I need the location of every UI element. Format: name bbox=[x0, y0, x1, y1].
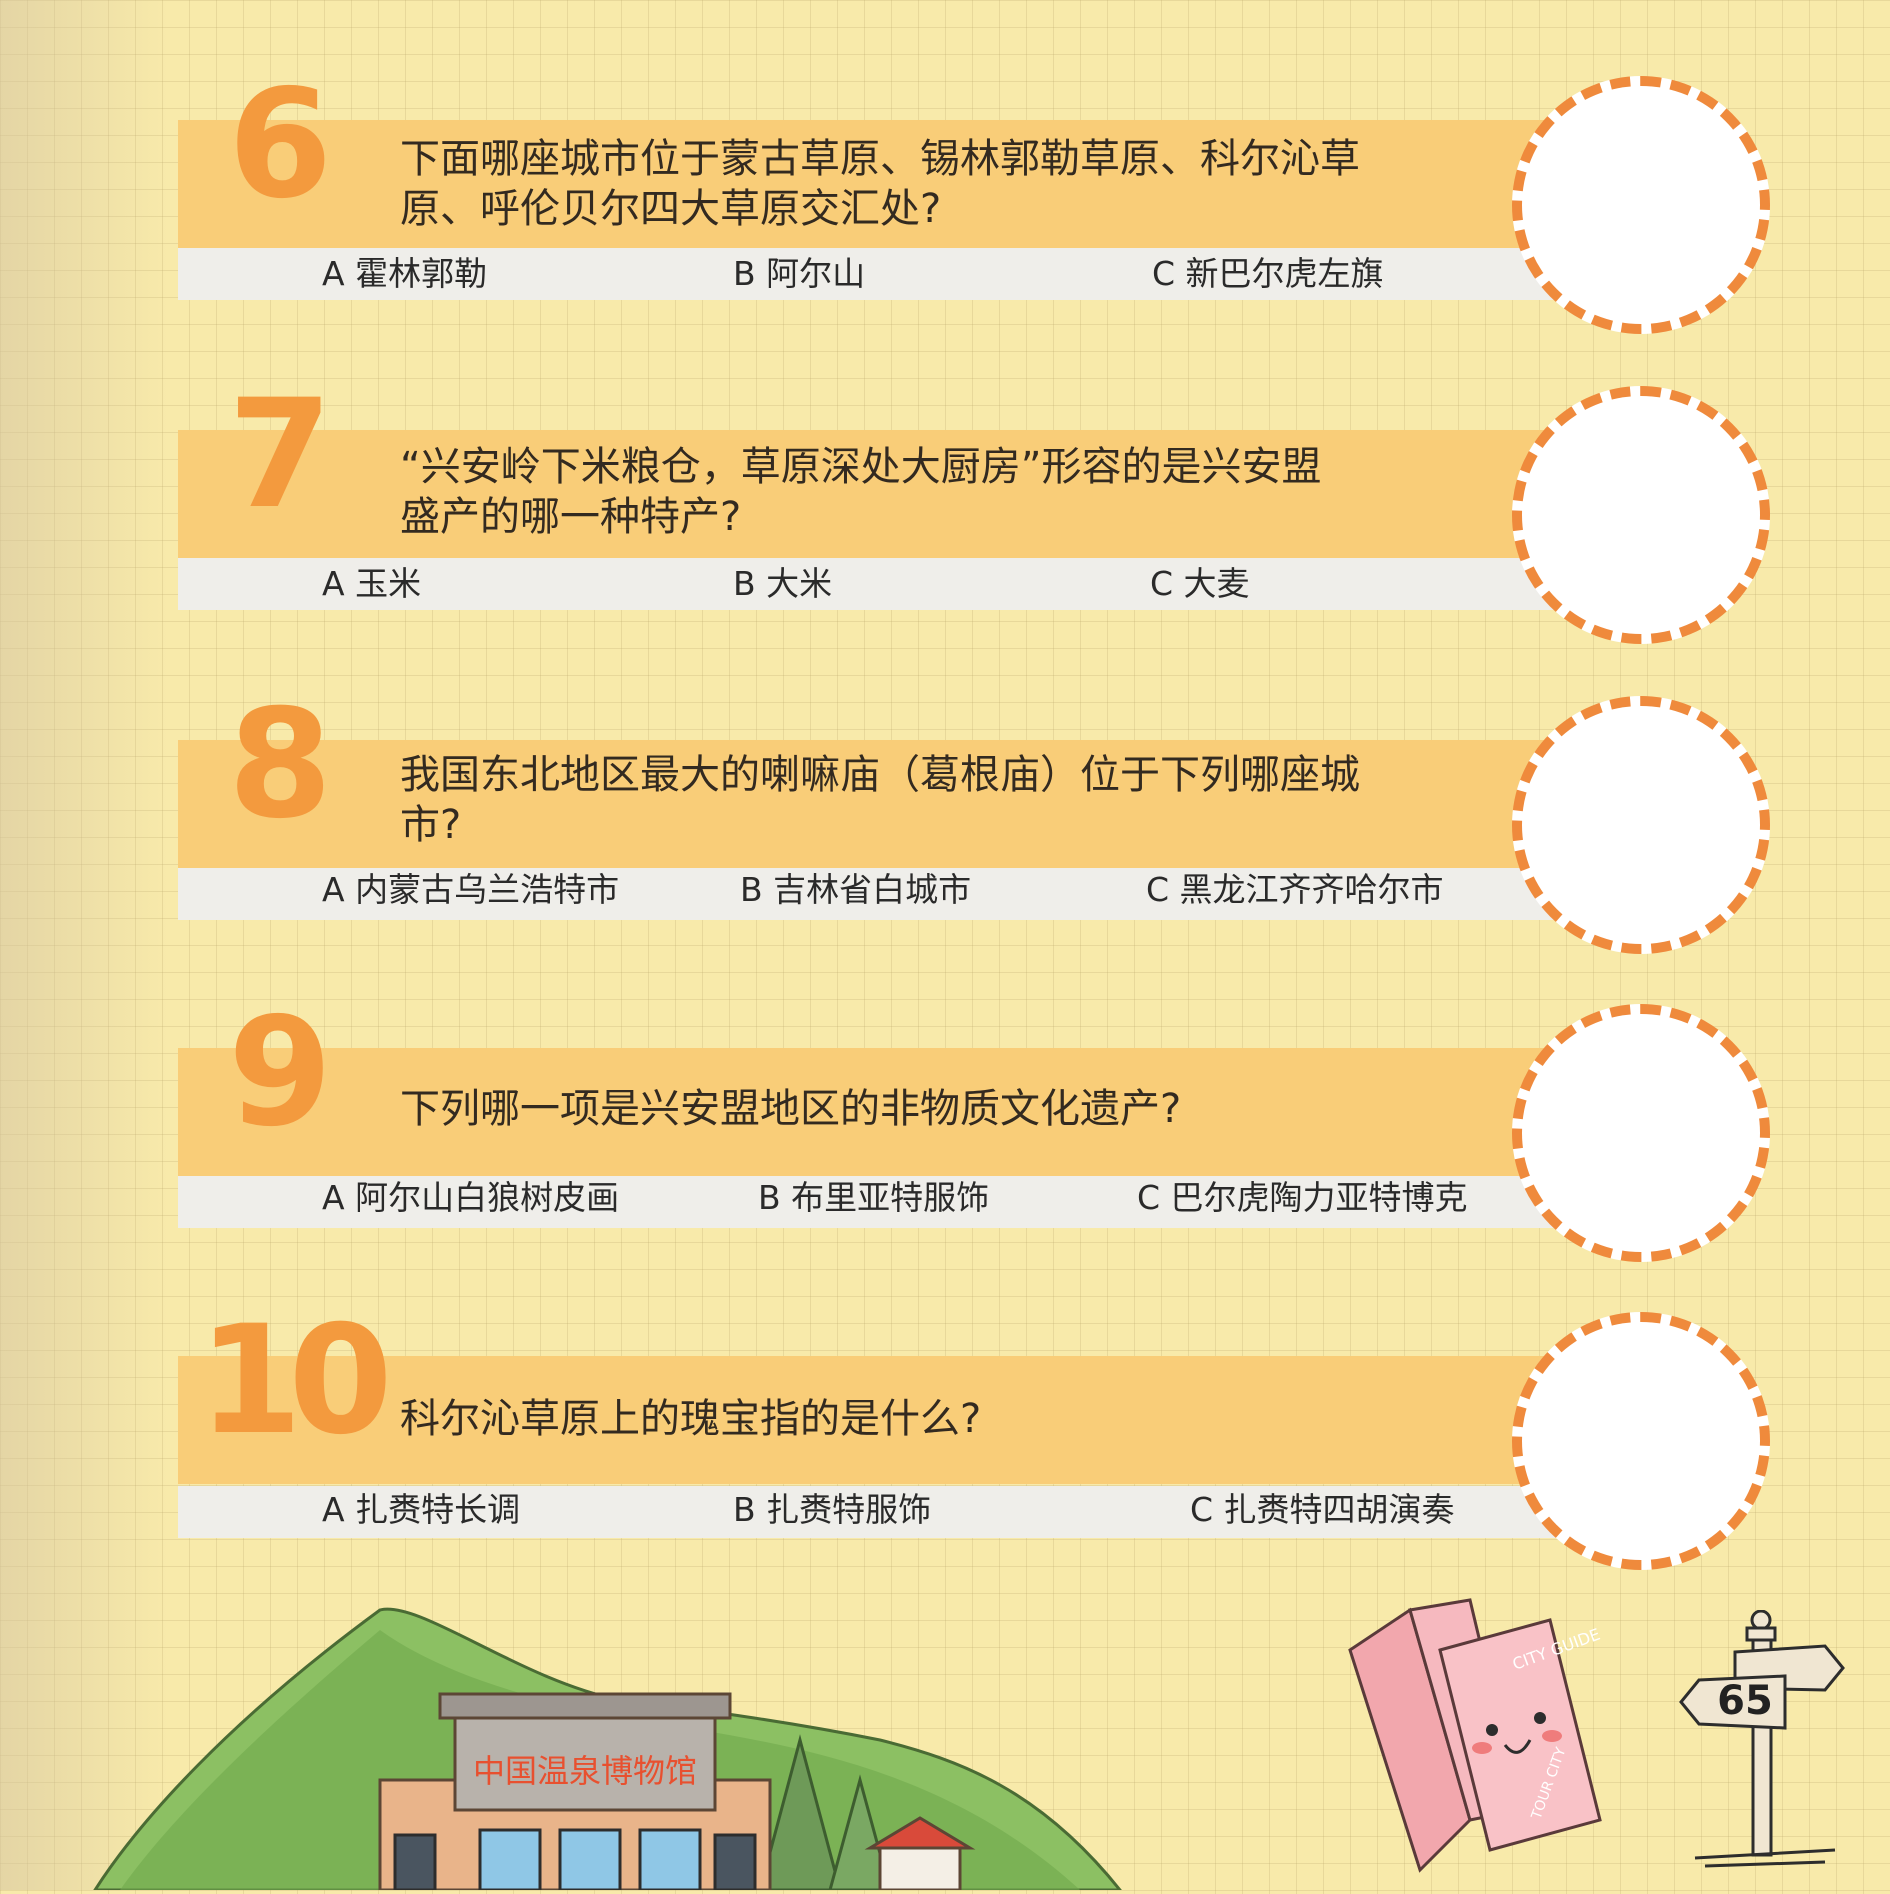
option-b[interactable]: B 扎赉特服饰 bbox=[733, 1490, 932, 1529]
question-number: 8 bbox=[228, 678, 333, 852]
question-text: 科尔沁草原上的瑰宝指的是什么? bbox=[400, 1396, 982, 1442]
option-c[interactable]: C 巴尔虎陶力亚特博克 bbox=[1137, 1178, 1468, 1217]
options-band bbox=[178, 558, 1558, 610]
landscape-illustration: 中国温泉博物馆 bbox=[92, 1607, 1124, 1892]
options-band bbox=[178, 868, 1558, 920]
option-b[interactable]: B 大米 bbox=[733, 564, 833, 603]
bottom-illustration: 中国温泉博物馆 CITY GUIDE TOUR CITY 65 bbox=[0, 1590, 1890, 1892]
question-band bbox=[178, 1048, 1558, 1176]
signpost-icon bbox=[1679, 1610, 1845, 1868]
guide-booklet-illustration: CITY GUIDE TOUR CITY bbox=[1348, 1598, 1603, 1873]
question-band bbox=[178, 120, 1558, 248]
answer-circle[interactable] bbox=[1512, 696, 1770, 954]
question-band bbox=[178, 430, 1558, 558]
question-band bbox=[178, 1356, 1558, 1484]
options-band bbox=[178, 1486, 1558, 1538]
question-number: 9 bbox=[228, 986, 333, 1160]
options-band bbox=[178, 1176, 1558, 1228]
option-a[interactable]: A 内蒙古乌兰浩特市 bbox=[322, 870, 620, 909]
page-number: 65 bbox=[1717, 1678, 1773, 1724]
question-text: “兴安岭下米粮仓，草原深处大厨房”形容的是兴安盟盛产的哪一种特产? bbox=[400, 444, 1322, 540]
option-c[interactable]: C 黑龙江齐齐哈尔市 bbox=[1146, 870, 1444, 909]
option-a[interactable]: A 阿尔山白狼树皮画 bbox=[322, 1178, 620, 1217]
option-a[interactable]: A 玉米 bbox=[322, 564, 422, 603]
question-10: 10 科尔沁草原上的瑰宝指的是什么? A 扎赉特长调 B 扎赉特服饰 C 扎赉特… bbox=[0, 1306, 1890, 1586]
option-b[interactable]: B 阿尔山 bbox=[733, 254, 866, 293]
option-b[interactable]: B 布里亚特服饰 bbox=[758, 1178, 990, 1217]
answer-circle[interactable] bbox=[1512, 1312, 1770, 1570]
option-b[interactable]: B 吉林省白城市 bbox=[740, 870, 972, 909]
question-7: 7 “兴安岭下米粮仓，草原深处大厨房”形容的是兴安盟盛产的哪一种特产? A 玉米… bbox=[0, 380, 1890, 660]
answer-circle[interactable] bbox=[1512, 386, 1770, 644]
question-text: 下列哪一项是兴安盟地区的非物质文化遗产? bbox=[400, 1086, 1182, 1132]
question-number: 10 bbox=[198, 1294, 393, 1468]
building-sign: 中国温泉博物馆 bbox=[473, 1752, 697, 1790]
options-band bbox=[178, 248, 1558, 300]
left-shade bbox=[0, 0, 170, 1890]
question-8: 8 我国东北地区最大的喇嘛庙（葛根庙）位于下列哪座城市? A 内蒙古乌兰浩特市 … bbox=[0, 690, 1890, 970]
question-text: 下面哪座城市位于蒙古草原、锡林郭勒草原、科尔沁草原、呼伦贝尔四大草原交汇处? bbox=[400, 136, 1360, 232]
option-c[interactable]: C 新巴尔虎左旗 bbox=[1152, 254, 1384, 293]
question-number: 6 bbox=[228, 58, 333, 232]
option-a[interactable]: A 霍林郭勒 bbox=[322, 254, 488, 293]
question-band bbox=[178, 740, 1558, 868]
question-number: 7 bbox=[228, 368, 333, 542]
option-c[interactable]: C 扎赉特四胡演奏 bbox=[1190, 1490, 1455, 1529]
question-6: 6 下面哪座城市位于蒙古草原、锡林郭勒草原、科尔沁草原、呼伦贝尔四大草原交汇处?… bbox=[0, 70, 1890, 350]
page-signpost: 65 bbox=[1675, 1610, 1845, 1880]
question-9: 9 下列哪一项是兴安盟地区的非物质文化遗产? A 阿尔山白狼树皮画 B 布里亚特… bbox=[0, 998, 1890, 1278]
option-c[interactable]: C 大麦 bbox=[1150, 564, 1250, 603]
question-text: 我国东北地区最大的喇嘛庙（葛根庙）位于下列哪座城市? bbox=[400, 752, 1360, 848]
option-a[interactable]: A 扎赉特长调 bbox=[322, 1490, 521, 1529]
answer-circle[interactable] bbox=[1512, 76, 1770, 334]
answer-circle[interactable] bbox=[1512, 1004, 1770, 1262]
